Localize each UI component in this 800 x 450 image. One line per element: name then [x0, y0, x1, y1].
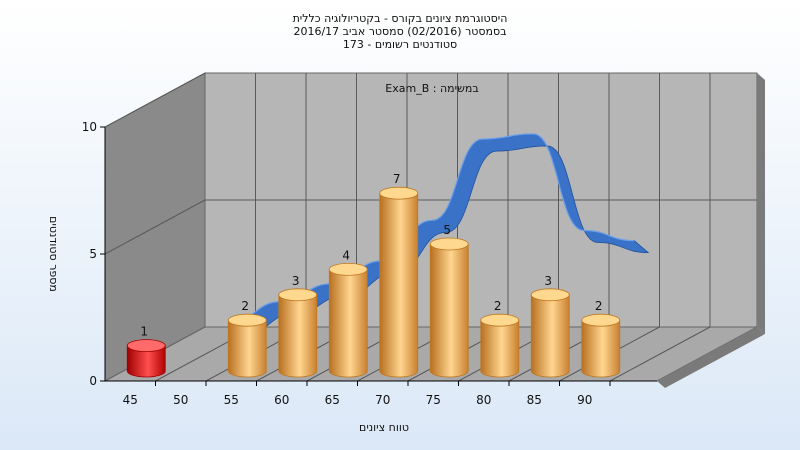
x-tick-label: 60	[274, 393, 289, 407]
chart-bars: 1 2 3 4 7 5 2 3 2	[126, 172, 621, 378]
bar-body	[480, 319, 520, 378]
x-tick-label: 90	[577, 393, 592, 407]
bar-55: 2	[227, 299, 267, 378]
y-axis-label: מספר סטודנטים	[47, 216, 60, 292]
bar-value-label: 7	[393, 172, 401, 186]
x-tick-label: 70	[375, 393, 390, 407]
bar-70: 7	[379, 172, 419, 378]
bar-body	[379, 192, 419, 378]
bar-value-label: 4	[342, 248, 350, 262]
bar-body	[227, 319, 267, 378]
x-tick-label: 85	[527, 393, 542, 407]
x-tick-label: 80	[476, 393, 491, 407]
x-tick-label: 75	[426, 393, 441, 407]
bar-top	[328, 262, 368, 276]
chart-title-line-1: היסטוגרמת ציונים בקורס - בקטריולוגיה כלל…	[293, 12, 508, 25]
x-tick-label: 55	[224, 393, 239, 407]
bar-value-label: 2	[494, 299, 502, 313]
bar-body	[530, 294, 570, 378]
y-axis-ticks: 0 5 10	[82, 120, 105, 388]
bar-top	[227, 313, 267, 327]
bar-body	[429, 243, 469, 378]
bar-60: 3	[278, 274, 318, 378]
bar-top	[278, 288, 318, 302]
bar-value-label: 3	[544, 274, 552, 288]
x-tick-label: 50	[173, 393, 188, 407]
x-axis-label: טווח ציונים	[359, 421, 409, 434]
bar-75: 5	[429, 223, 469, 378]
bar-top	[429, 237, 469, 251]
y-tick-label: 5	[89, 247, 97, 261]
y-tick-label: 0	[89, 374, 97, 388]
chart-floor-front-edge	[657, 327, 765, 388]
chart-title-line-2: בסמסטר (02/2016) סמסטר אביב 2016/17	[293, 25, 506, 38]
bar-value-label: 3	[292, 274, 300, 288]
chart-title-line-3: סטודנטים רשומים - 173	[343, 38, 457, 51]
bar-body	[126, 345, 166, 378]
bar-top	[126, 339, 166, 353]
bar-value-label: 2	[241, 299, 249, 313]
grid-line-floor	[609, 326, 711, 382]
bar-value-label: 2	[595, 299, 603, 313]
bar-80: 2	[480, 299, 520, 378]
bar-value-label: 1	[140, 325, 148, 339]
chart-subtitle: במשימה : Exam_B	[385, 82, 478, 95]
bar-65: 4	[328, 248, 368, 378]
bar-body	[278, 294, 318, 378]
bar-top	[581, 313, 621, 327]
bar-85: 3	[530, 274, 570, 378]
x-tick-label: 45	[123, 393, 138, 407]
bar-body	[581, 319, 621, 378]
grid-line-side	[104, 199, 206, 255]
bar-top	[379, 186, 419, 200]
bar-90: 2	[581, 299, 621, 378]
x-tick-label: 65	[325, 393, 340, 407]
x-axis-ticks: 45 50 55 60 65 70 75 80 85 90	[123, 381, 611, 407]
bar-45: 1	[126, 325, 166, 378]
y-tick-label: 10	[82, 120, 97, 134]
bar-top	[480, 313, 520, 327]
bar-value-label: 5	[443, 223, 451, 237]
bar-body	[328, 269, 368, 378]
chart-back-wall-right-edge	[757, 73, 765, 334]
bar-top	[530, 288, 570, 302]
